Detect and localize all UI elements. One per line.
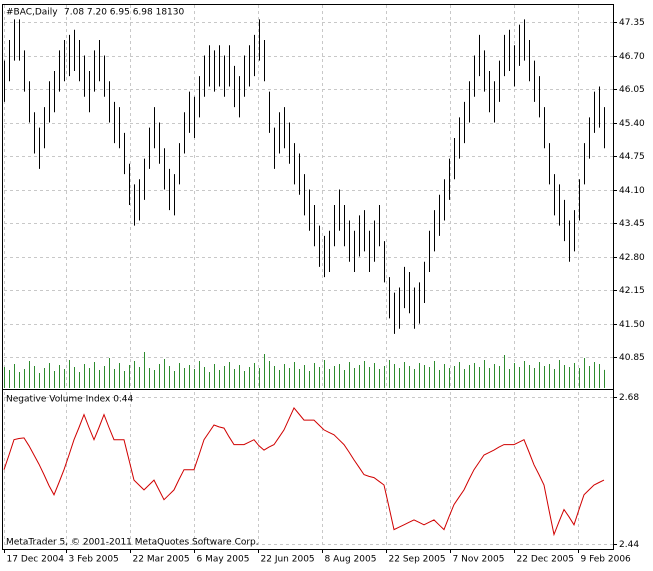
y-tick-label: 42.15 bbox=[619, 286, 645, 296]
x-tick-label: 22 Sep 2005 bbox=[389, 555, 446, 565]
nvi-line bbox=[3, 406, 605, 537]
y-tick-label: 44.10 bbox=[619, 186, 645, 196]
y-tick-label: 46.70 bbox=[619, 52, 645, 62]
x-tick-label: 6 May 2005 bbox=[197, 555, 250, 565]
y-tick-label: 47.35 bbox=[619, 18, 645, 28]
indicator-title: Negative Volume Index 0.44 bbox=[6, 395, 134, 405]
y-tick-label: 40.85 bbox=[619, 353, 645, 363]
y-tick-label: 44.75 bbox=[619, 152, 645, 162]
y-tick-label: 42.80 bbox=[619, 253, 645, 263]
marks bbox=[3, 19, 605, 537]
x-tick-label: 9 Feb 2006 bbox=[581, 555, 632, 565]
y-tick-label: 46.05 bbox=[619, 85, 645, 95]
chart-subtitle: 7.08 7.20 6.95 6.98 18130 bbox=[64, 8, 185, 18]
y-tick-label: 43.45 bbox=[619, 219, 645, 229]
x-tick-label: 22 Jun 2005 bbox=[261, 555, 315, 565]
frame bbox=[2, 4, 614, 550]
y-tick-label: 2.68 bbox=[619, 393, 639, 403]
chart-title: #BAC,Daily bbox=[6, 8, 58, 18]
x-tick-label: 17 Dec 2004 bbox=[7, 555, 65, 565]
grid bbox=[4, 5, 613, 548]
footer: MetaTrader 5, © 2001-2011 MetaQuotes Sof… bbox=[6, 538, 259, 548]
y-tick-label: 2.44 bbox=[619, 540, 639, 550]
x-tick-label: 8 Aug 2005 bbox=[325, 555, 377, 565]
y-tick-label: 41.50 bbox=[619, 320, 645, 330]
x-tick-label: 7 Nov 2005 bbox=[453, 555, 505, 565]
x-tick-label: 22 Mar 2005 bbox=[133, 555, 190, 565]
y-tick-label: 45.40 bbox=[619, 119, 645, 129]
x-tick-label: 3 Feb 2005 bbox=[69, 555, 119, 565]
x-tick-label: 22 Dec 2005 bbox=[517, 555, 575, 565]
